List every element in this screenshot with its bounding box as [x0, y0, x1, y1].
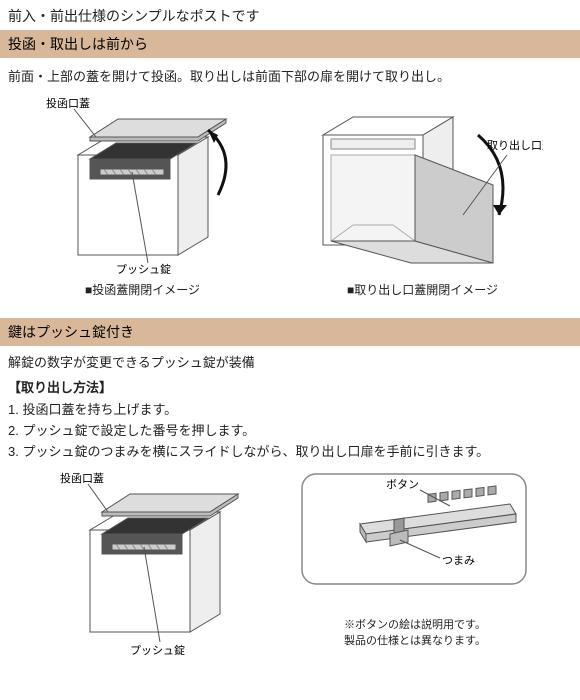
mailbox-with-lock-icon: 投函口蓋 プッシュ錠	[60, 472, 260, 662]
label-knob: つまみ	[442, 554, 475, 567]
mailbox-open-lid-icon: 投函口蓋 プッシュ錠	[38, 95, 248, 275]
mailbox-open-door-icon: 取り出し口蓋	[303, 95, 543, 275]
section2-diagram-row: 投函口蓋 プッシュ錠 ボタン つまみ	[0, 472, 580, 682]
step-1: 1. 投函口蓋を持ち上げます。	[8, 400, 572, 421]
diagram-lower-left: 投函口蓋 プッシュ錠	[60, 472, 260, 662]
label-lid-2: 投函口蓋	[60, 472, 104, 485]
section2-subtitle: 解錠の数字が変更できるプッシュ錠が装備	[0, 346, 580, 375]
diagram-left: 投函口蓋 プッシュ錠 ■投函蓋開閉イメージ	[38, 95, 248, 298]
push-lock-detail-icon: ボタン つまみ	[300, 472, 530, 612]
section1-title: 投函・取出しは前から	[0, 30, 580, 58]
section1-diagrams: 投函口蓋 プッシュ錠 ■投函蓋開閉イメージ	[0, 95, 580, 318]
howto-heading: 【取り出し方法】	[0, 375, 580, 398]
caption-right: ■取り出し口蓋開閉イメージ	[303, 281, 543, 298]
note-line2: 製品の仕様とは異なります。	[344, 635, 486, 647]
section2-title: 鍵はプッシュ錠付き	[0, 318, 580, 346]
label-door: 取り出し口蓋	[487, 138, 543, 152]
diagram-lower-right: ボタン つまみ ※ボタンの絵は説明用です。 製品の仕様とは異なります。	[300, 472, 530, 649]
intro-text: 前入・前出仕様のシンプルなポストです	[0, 0, 580, 30]
inset-note: ※ボタンの絵は説明用です。 製品の仕様とは異なります。	[300, 618, 530, 649]
diagram-right: 取り出し口蓋 ■取り出し口蓋開閉イメージ	[303, 95, 543, 298]
note-line1: ※ボタンの絵は説明用です。	[344, 619, 486, 631]
howto-steps: 1. 投函口蓋を持ち上げます。 2. プッシュ錠で設定した番号を押します。 3.…	[0, 398, 580, 472]
step-3: 3. プッシュ錠のつまみを横にスライドしながら、取り出し口扉を手前に引きます。	[8, 442, 572, 463]
label-lock: プッシュ錠	[116, 262, 171, 275]
step-2: 2. プッシュ錠で設定した番号を押します。	[8, 421, 572, 442]
section1-subtitle: 前面・上部の蓋を開けて投函。取り出しは前面下部の扉を開けて取り出し。	[0, 58, 580, 95]
label-button: ボタン	[386, 478, 419, 491]
label-lock-2: プッシュ錠	[130, 643, 185, 657]
label-lid: 投函口蓋	[46, 96, 90, 110]
caption-left: ■投函蓋開閉イメージ	[38, 281, 248, 298]
